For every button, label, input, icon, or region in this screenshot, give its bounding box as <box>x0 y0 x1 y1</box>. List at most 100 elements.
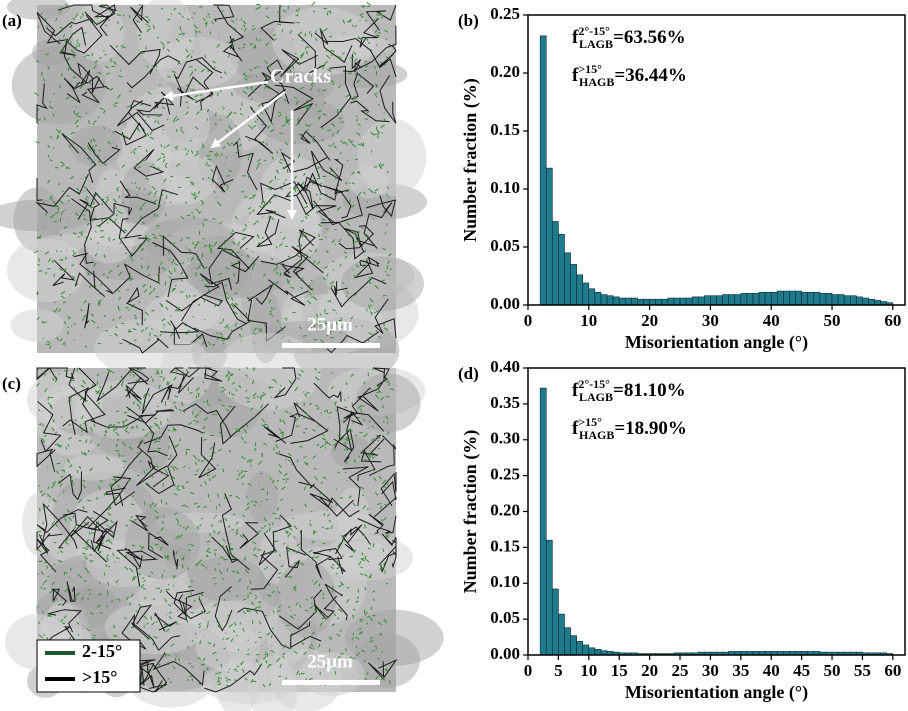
hagb-boundary <box>365 4 397 31</box>
hagb-boundary <box>297 34 326 75</box>
y-tick-label: 0.30 <box>490 429 520 448</box>
hagb-boundary <box>136 460 168 487</box>
hagb-boundary <box>262 59 284 95</box>
grain-shade <box>22 493 54 556</box>
hagb-boundary <box>36 534 57 573</box>
bar <box>734 294 742 306</box>
hagb-boundary <box>336 406 385 441</box>
bar <box>649 298 656 306</box>
hagb-boundary <box>213 4 235 22</box>
hagb-boundary <box>36 448 56 472</box>
hagb-boundary <box>105 487 126 507</box>
hagb-boundary <box>281 263 306 279</box>
hagb-boundary <box>298 481 354 517</box>
hagb-boundary <box>291 245 324 291</box>
grain-shade <box>10 309 64 342</box>
bar <box>552 221 559 306</box>
bar <box>594 648 602 656</box>
grain-shade <box>11 45 107 125</box>
hagb-boundary <box>351 54 362 73</box>
legend-label: 2-15° <box>82 641 122 661</box>
hagb-boundary <box>35 173 89 213</box>
hagb-boundary <box>230 255 260 285</box>
grain-shade <box>142 217 235 262</box>
hagb-boundary <box>313 548 343 561</box>
grain-shade <box>70 125 123 168</box>
hagb-boundary <box>284 546 307 578</box>
grain-shade <box>0 199 94 232</box>
y-tick-label: 0.15 <box>490 120 520 139</box>
hagb-boundary <box>193 304 252 340</box>
hagb-boundary <box>178 594 206 620</box>
hagb-boundary <box>343 387 371 424</box>
hagb-boundary <box>182 403 232 438</box>
hagb-boundary <box>369 435 397 477</box>
hagb-boundary <box>110 450 142 507</box>
annotation-text: =18.90% <box>614 418 687 439</box>
hagb-boundary <box>173 589 204 617</box>
hagb-boundary <box>116 100 165 132</box>
hagb-boundary <box>366 195 397 218</box>
hagb-boundary <box>166 590 193 621</box>
hagb-boundary <box>175 367 212 378</box>
hagb-boundary <box>380 551 397 574</box>
hagb-boundary <box>84 303 90 329</box>
annotation-sub: LAGB <box>579 37 613 51</box>
hagb-boundary <box>57 4 109 19</box>
x-tick-label: 0 <box>524 311 533 330</box>
x-tick-label: 60 <box>884 311 901 330</box>
hagb-boundary <box>330 277 387 308</box>
hagb-boundary <box>290 621 322 649</box>
hagb-boundary <box>62 394 106 434</box>
hagb-boundary <box>313 551 346 575</box>
bar <box>539 35 547 306</box>
micrograph-a <box>0 0 427 384</box>
hagb-boundary <box>379 75 397 124</box>
hagb-boundary <box>256 216 280 248</box>
hagb-boundary <box>194 59 214 104</box>
hagb-boundary <box>374 298 397 339</box>
hagb-boundary <box>127 409 175 424</box>
hagb-boundary <box>77 62 101 94</box>
bar <box>868 298 875 306</box>
hagb-boundary <box>300 530 331 579</box>
grain-shade <box>136 0 195 70</box>
hagb-boundary <box>333 410 364 452</box>
hagb-boundary <box>162 235 205 268</box>
hagb-boundary <box>86 476 132 533</box>
annotation-sup: 2°-15° <box>578 24 610 38</box>
plot-frame <box>527 14 906 306</box>
hagb-boundary <box>338 225 375 250</box>
histogram-panel: 0 10 20 30 40 50 60 0.00 0.05 0.10 0.15 0.20 0.25 Mis… <box>458 4 906 353</box>
y-tick-label: 0.35 <box>490 393 520 412</box>
hagb-boundary <box>61 133 97 184</box>
grain-shade <box>345 609 444 666</box>
hagb-boundary <box>378 543 397 569</box>
hagb-boundary <box>152 653 205 686</box>
bar <box>758 291 766 306</box>
y-tick-label: 0.05 <box>490 608 520 627</box>
hagb-boundary <box>359 259 380 268</box>
x-tick-label: 15 <box>611 661 628 680</box>
hagb-boundary <box>66 581 76 602</box>
hagb-boundary <box>125 384 142 404</box>
bar <box>558 233 565 306</box>
hagb-boundary <box>131 515 148 532</box>
bar <box>722 294 729 306</box>
grain-shade <box>159 340 212 403</box>
annotation-sub: HAGB <box>579 428 614 442</box>
hagb-boundary <box>214 586 233 632</box>
bar <box>795 290 802 306</box>
annotation: f2°-15° LAGB=63.56% <box>572 24 686 51</box>
bar <box>825 293 833 306</box>
annotation-sub: LAGB <box>579 390 613 404</box>
bar <box>752 293 760 306</box>
bar <box>819 293 827 306</box>
hagb-boundary <box>263 425 287 444</box>
hagb-boundary <box>121 613 147 650</box>
hagb-boundary <box>67 14 103 54</box>
hagb-boundary <box>119 180 157 205</box>
hagb-boundary <box>118 218 149 257</box>
hagb-boundary <box>216 5 245 49</box>
